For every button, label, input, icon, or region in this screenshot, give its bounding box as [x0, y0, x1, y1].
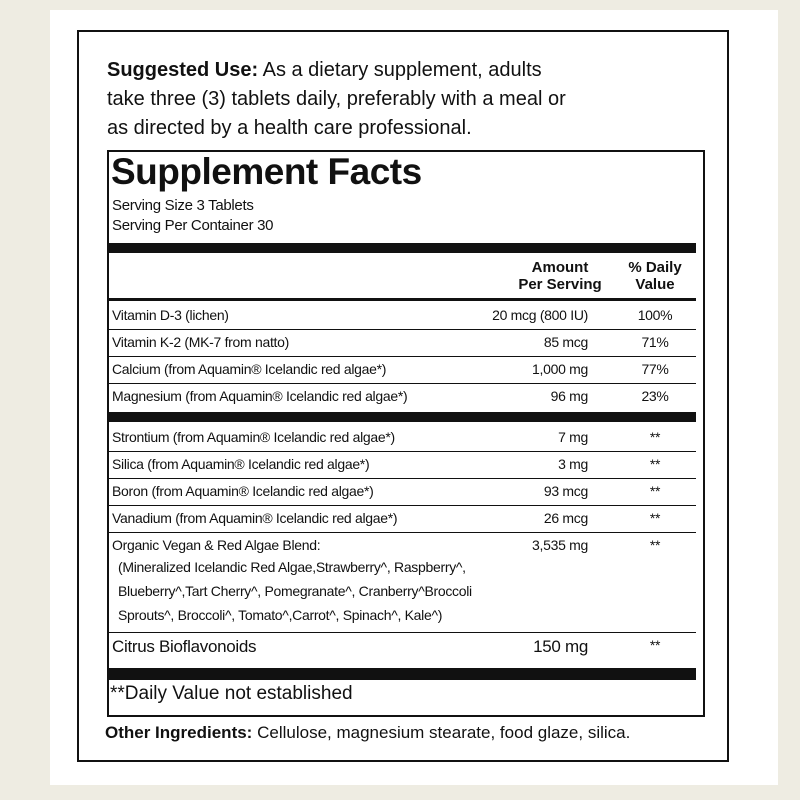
- blend-detail: Sprouts^, Broccoli^, Tomato^,Carrot^, Sp…: [118, 607, 443, 623]
- row-rule: [109, 532, 696, 533]
- row-rule: [109, 329, 696, 330]
- daily-value: 23%: [641, 388, 669, 404]
- other-text: Cellulose, magnesium stearate, food glaz…: [257, 723, 631, 742]
- amount-header: Amount Per Serving: [505, 259, 615, 293]
- blend-detail: Blueberry^,Tart Cherry^, Pomegranate^, C…: [118, 583, 472, 599]
- daily-value: 77%: [641, 361, 669, 377]
- amount: 85 mcg: [543, 334, 588, 350]
- facts-title: Supplement Facts: [111, 151, 422, 192]
- servings: Serving Per Container 30: [112, 217, 274, 234]
- nutrient-name: Citrus Bioflavonoids: [112, 637, 257, 656]
- nutrient-name: Boron (from Aquamin® Icelandic red algae…: [112, 483, 374, 499]
- header-line: Per Serving: [518, 276, 602, 293]
- other-ingredients: Other Ingredients: Cellulose, magnesium …: [105, 723, 630, 743]
- amount: 150 mg: [533, 637, 588, 656]
- daily-value: 100%: [637, 307, 673, 323]
- row-rule: [109, 505, 696, 506]
- nutrient-name: Strontium (from Aquamin® Icelandic red a…: [112, 429, 395, 445]
- dv-header: % Daily Value: [610, 259, 700, 293]
- amount: 96 mg: [550, 388, 589, 404]
- suggested-use-text: take three (3) tablets daily, preferably…: [107, 88, 566, 110]
- facts-box: [107, 150, 705, 717]
- nutrient-name: Organic Vegan & Red Algae Blend:: [112, 537, 321, 553]
- suggested-use-text: As a dietary supplement, adults: [262, 59, 542, 81]
- serving-size: Serving Size 3 Tablets: [112, 197, 254, 214]
- daily-value: **: [649, 510, 661, 526]
- nutrient-name: Silica (from Aquamin® Icelandic red alga…: [112, 456, 370, 472]
- daily-value: 71%: [641, 334, 669, 350]
- row-rule: [109, 451, 696, 452]
- footnote: **Daily Value not established: [110, 683, 353, 704]
- daily-value: **: [649, 456, 661, 472]
- nutrient-name: Vitamin K-2 (MK-7 from natto): [112, 334, 289, 350]
- blend-detail: (Mineralized Icelandic Red Algae,Strawbe…: [118, 559, 466, 575]
- daily-value: **: [649, 637, 661, 653]
- rule: [109, 243, 696, 253]
- rule: [109, 412, 696, 422]
- nutrient-name: Vitamin D-3 (lichen): [112, 307, 229, 323]
- daily-value: **: [649, 429, 661, 445]
- daily-value: **: [649, 537, 661, 553]
- row-rule: [109, 632, 696, 633]
- nutrient-name: Magnesium (from Aquamin® Icelandic red a…: [112, 388, 408, 404]
- daily-value: **: [649, 483, 661, 499]
- header-line: % Daily: [628, 259, 682, 276]
- suggested-use: Suggested Use: As a dietary supplement, …: [107, 56, 566, 143]
- header-line: Value: [635, 276, 675, 293]
- amount: 93 mcg: [543, 483, 588, 499]
- amount: 3 mg: [558, 456, 588, 472]
- rule: [109, 298, 696, 301]
- header-line: Amount: [531, 259, 589, 276]
- other-label: Other Ingredients:: [105, 723, 253, 742]
- row-rule: [109, 383, 696, 384]
- rule: [109, 668, 696, 680]
- suggested-use-label: Suggested Use:: [107, 59, 259, 81]
- amount: 1,000 mg: [532, 361, 588, 377]
- row-rule: [109, 478, 696, 479]
- label-background: [50, 10, 778, 785]
- amount: 7 mg: [558, 429, 588, 445]
- amount: 3,535 mg: [532, 537, 588, 553]
- nutrient-name: Calcium (from Aquamin® Icelandic red alg…: [112, 361, 387, 377]
- amount: 20 mcg (800 IU): [492, 307, 588, 323]
- label-border: [77, 30, 729, 762]
- amount: 26 mcg: [543, 510, 588, 526]
- suggested-use-text: as directed by a health care professiona…: [107, 117, 472, 139]
- nutrient-name: Vanadium (from Aquamin® Icelandic red al…: [112, 510, 398, 526]
- row-rule: [109, 356, 696, 357]
